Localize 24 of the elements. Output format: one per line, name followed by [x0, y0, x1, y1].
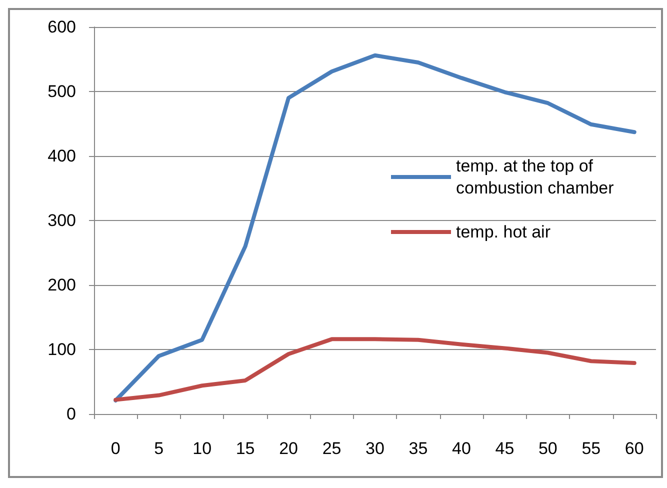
x-tick-label: 5 [154, 439, 164, 458]
y-tick-label: 600 [48, 18, 76, 36]
x-tick-label: 50 [538, 439, 558, 458]
legend-label: temp. at the top of combustion chamber [456, 156, 614, 198]
x-tick-label: 20 [279, 439, 298, 458]
y-tick-label: 500 [48, 82, 76, 101]
x-tick-label: 0 [110, 439, 120, 458]
line-series [114, 53, 636, 402]
x-tick-label: 40 [452, 439, 471, 458]
line-series [114, 337, 636, 402]
legend-label: temp. hot air [456, 222, 551, 242]
x-tick-label: 45 [495, 439, 514, 458]
x-tick-label: 30 [366, 439, 384, 458]
x-tick-label: 35 [408, 439, 428, 458]
y-tick-label: 400 [48, 146, 76, 166]
y-tick-label: 300 [48, 211, 76, 230]
y-tick-label: 200 [48, 276, 76, 294]
x-tick-label: 25 [322, 439, 342, 458]
x-tick-label: 10 [192, 439, 212, 458]
y-tick-label: 0 [66, 404, 76, 424]
x-tick-label: 60 [624, 439, 644, 458]
x-tick-label: 15 [236, 439, 255, 458]
x-tick-label: 55 [582, 439, 601, 458]
y-tick-label: 100 [48, 340, 76, 359]
